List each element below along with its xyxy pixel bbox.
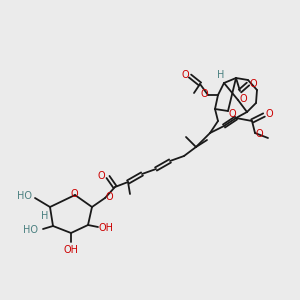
Text: O: O xyxy=(265,109,273,119)
Text: O: O xyxy=(200,89,208,99)
Text: HO: HO xyxy=(17,191,32,201)
Text: OH: OH xyxy=(64,245,79,255)
Text: O: O xyxy=(255,129,263,139)
Text: O: O xyxy=(249,79,257,89)
Text: H: H xyxy=(217,70,225,80)
Text: O: O xyxy=(105,192,113,202)
Text: O: O xyxy=(181,70,189,80)
Text: O: O xyxy=(239,94,247,104)
Text: OH: OH xyxy=(98,223,113,233)
Text: HO: HO xyxy=(23,225,38,235)
Text: O: O xyxy=(97,171,105,181)
Text: O: O xyxy=(228,109,236,119)
Text: H: H xyxy=(41,211,49,221)
Text: O: O xyxy=(70,189,78,199)
